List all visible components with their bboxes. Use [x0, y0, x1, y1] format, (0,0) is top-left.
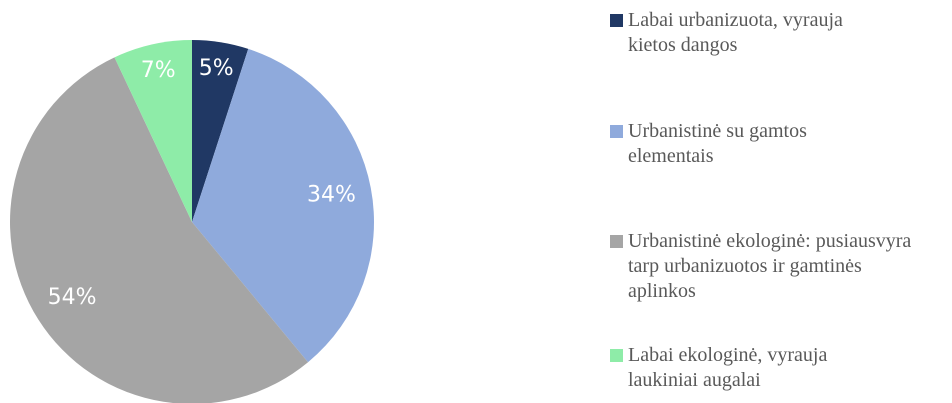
data-label: 5% — [199, 56, 234, 81]
legend-label: Labai ekologinė, vyrauja laukiniai augal… — [628, 344, 828, 391]
legend-item: Labai ekologinė, vyrauja laukiniai augal… — [610, 343, 870, 393]
data-label: 7% — [141, 58, 176, 83]
legend-item: Labai urbanizuota, vyrauja kietos dangos — [610, 8, 870, 58]
legend-label: Urbanistinė ekologinė: pusiausvyra tarp … — [628, 230, 912, 302]
legend-item: Urbanistinė su gamtos elementais — [610, 119, 840, 169]
legend-swatch — [610, 14, 623, 27]
pie-slice — [114, 40, 192, 222]
legend-item: Urbanistinė ekologinė: pusiausvyra tarp … — [610, 229, 932, 304]
legend-label: Labai urbanizuota, vyrauja kietos dangos — [628, 9, 843, 56]
data-label: 54% — [48, 285, 97, 310]
pie-slice — [192, 48, 375, 363]
legend-swatch — [610, 349, 623, 362]
legend-swatch — [610, 235, 623, 248]
data-label: 34% — [307, 182, 356, 207]
pie-slice — [192, 40, 249, 222]
pie-slice — [10, 57, 309, 403]
legend-label: Urbanistinė su gamtos elementais — [628, 120, 807, 167]
legend-swatch — [610, 125, 623, 138]
